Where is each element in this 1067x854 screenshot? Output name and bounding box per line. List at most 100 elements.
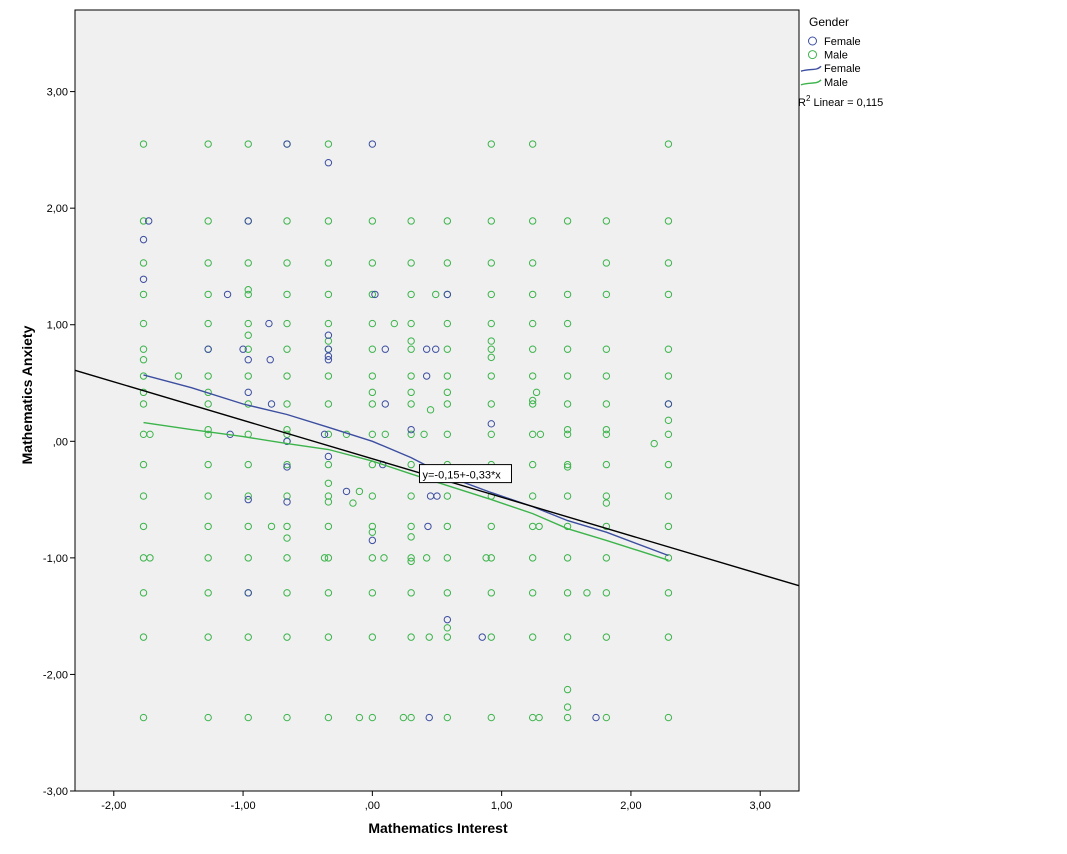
male-point bbox=[487, 140, 495, 148]
male-point bbox=[563, 425, 572, 434]
male-point bbox=[535, 713, 543, 722]
male-point bbox=[267, 522, 276, 531]
male-point bbox=[283, 460, 291, 469]
male-point bbox=[139, 345, 148, 353]
male-point bbox=[664, 345, 673, 353]
male-point bbox=[324, 554, 333, 562]
legend-label-female: Female bbox=[824, 36, 861, 48]
female-point bbox=[422, 345, 431, 353]
male-point bbox=[355, 487, 364, 496]
male-point bbox=[407, 319, 415, 328]
male-point bbox=[487, 633, 495, 641]
male-point bbox=[664, 430, 673, 439]
male-point bbox=[487, 217, 495, 225]
male-point bbox=[324, 372, 333, 380]
female-point bbox=[144, 217, 153, 225]
male-point bbox=[283, 633, 291, 641]
male-point bbox=[283, 492, 291, 500]
male-point bbox=[443, 372, 452, 380]
male-point bbox=[563, 703, 572, 711]
male-point bbox=[563, 492, 572, 500]
male-point bbox=[283, 713, 291, 722]
male-point bbox=[563, 460, 572, 469]
male-point bbox=[664, 217, 673, 225]
female-point bbox=[424, 522, 432, 531]
female-point bbox=[265, 319, 273, 328]
male-point bbox=[368, 528, 377, 536]
male-point bbox=[528, 396, 537, 405]
male-point bbox=[324, 217, 333, 225]
female-point bbox=[425, 713, 433, 722]
male-point bbox=[536, 430, 545, 439]
male-point bbox=[407, 633, 415, 641]
r-squared-label: R2 Linear = 0,115 bbox=[798, 94, 883, 109]
x-tick-label: 3,00 bbox=[750, 800, 771, 812]
male-point bbox=[528, 589, 537, 597]
male-point bbox=[146, 554, 154, 562]
male-point bbox=[244, 522, 252, 531]
x-tick-label: -1,00 bbox=[231, 800, 256, 812]
male-point bbox=[487, 554, 495, 562]
male-point bbox=[244, 713, 252, 722]
legend-marker-male bbox=[808, 50, 817, 60]
female-point bbox=[244, 589, 252, 597]
x-tick-label: 2,00 bbox=[620, 800, 641, 812]
male-point bbox=[426, 406, 435, 414]
male-point bbox=[283, 319, 291, 328]
female-point bbox=[266, 356, 274, 364]
legend-line-male bbox=[800, 79, 822, 86]
y-tick-label: -2,00 bbox=[43, 669, 68, 681]
female-point bbox=[342, 487, 351, 496]
legend-label-male: Male bbox=[824, 77, 848, 89]
male-point bbox=[283, 372, 291, 380]
male-point bbox=[204, 290, 212, 299]
axis-layer: -2,00 -1,00 ,00 1,00 2,00 3,00 -3,00 -2,00 -1,00… bbox=[43, 87, 771, 812]
male-point bbox=[602, 460, 611, 469]
male-point bbox=[528, 290, 537, 299]
female-point bbox=[433, 492, 441, 500]
male-point bbox=[204, 430, 212, 439]
y-tick-label: -1,00 bbox=[43, 553, 68, 565]
male-point bbox=[602, 425, 611, 434]
male-point bbox=[602, 430, 611, 439]
male-point bbox=[368, 372, 377, 380]
female-point bbox=[381, 400, 389, 408]
male-point bbox=[407, 713, 415, 722]
male-point bbox=[563, 589, 572, 597]
male-point bbox=[602, 499, 611, 507]
male-point bbox=[407, 460, 415, 469]
male-point bbox=[407, 217, 415, 225]
male-point bbox=[664, 416, 673, 425]
male-point bbox=[407, 554, 415, 562]
male-point bbox=[563, 522, 572, 531]
male-point bbox=[443, 492, 452, 500]
male-point bbox=[283, 522, 291, 531]
male-point bbox=[482, 554, 490, 562]
male-point bbox=[664, 290, 673, 299]
male-point bbox=[602, 633, 611, 641]
male-point bbox=[204, 633, 212, 641]
male-point bbox=[602, 372, 611, 380]
x-tick-label: ,00 bbox=[365, 800, 380, 812]
male-point bbox=[283, 554, 291, 562]
male-point bbox=[139, 460, 148, 469]
male-point bbox=[407, 522, 415, 531]
male-point bbox=[139, 589, 148, 597]
male-point bbox=[563, 633, 572, 641]
male-point bbox=[320, 554, 329, 562]
male-point bbox=[664, 372, 673, 380]
male-point bbox=[487, 345, 495, 353]
male-point bbox=[283, 400, 291, 408]
male-point bbox=[139, 492, 148, 500]
male-point bbox=[355, 713, 364, 722]
male-point bbox=[664, 460, 673, 469]
female-point bbox=[283, 437, 291, 445]
male-point bbox=[443, 633, 452, 641]
male-point bbox=[563, 713, 572, 722]
y-tick-label: 1,00 bbox=[47, 320, 68, 332]
male-point bbox=[368, 400, 377, 408]
male-point bbox=[664, 554, 673, 562]
male-point bbox=[563, 290, 572, 299]
male-point bbox=[487, 259, 495, 267]
female-point bbox=[443, 615, 452, 624]
